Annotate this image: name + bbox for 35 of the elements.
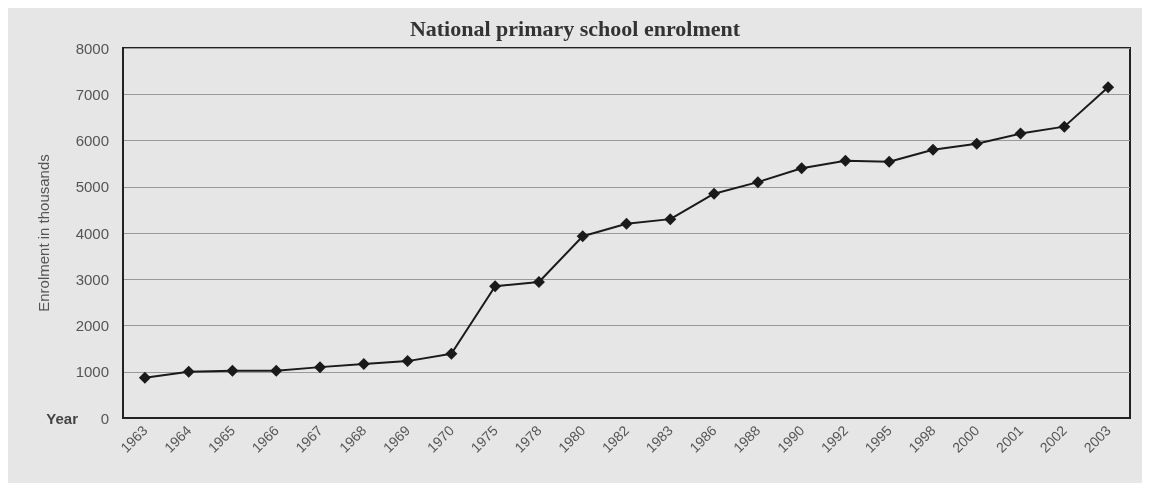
point: [270, 364, 283, 377]
y-tick-label: 4000: [75, 224, 109, 242]
point: [839, 154, 852, 167]
point: [489, 280, 502, 293]
point: [1102, 81, 1115, 94]
point: [883, 155, 896, 168]
point: [751, 176, 764, 189]
y-tick-label: 0: [100, 409, 109, 427]
point: [138, 371, 151, 384]
y-tick-label: 7000: [75, 85, 109, 103]
chart-title: National primary school enrolment: [409, 15, 741, 41]
point: [708, 187, 721, 200]
x-axis-title: Year: [46, 409, 79, 427]
point: [1058, 120, 1071, 133]
point: [226, 364, 239, 377]
point: [795, 162, 808, 175]
point: [182, 365, 195, 378]
y-tick-label: 8000: [75, 39, 109, 57]
point: [532, 276, 545, 289]
point: [970, 137, 983, 150]
point: [445, 347, 458, 360]
point: [576, 230, 589, 243]
point: [620, 217, 633, 230]
y-axis-title: Enrolment in thousands: [35, 154, 52, 312]
point: [314, 361, 327, 374]
point: [664, 213, 677, 226]
y-tick-label: 2000: [75, 317, 109, 334]
point: [1014, 127, 1027, 140]
point: [401, 355, 414, 368]
y-tick-label: 1000: [75, 363, 109, 381]
point: [926, 143, 939, 156]
y-tick-label: 3000: [75, 270, 109, 288]
point: [357, 357, 370, 370]
y-tick-label: 6000: [75, 132, 109, 149]
y-tick-label: 5000: [75, 178, 109, 196]
